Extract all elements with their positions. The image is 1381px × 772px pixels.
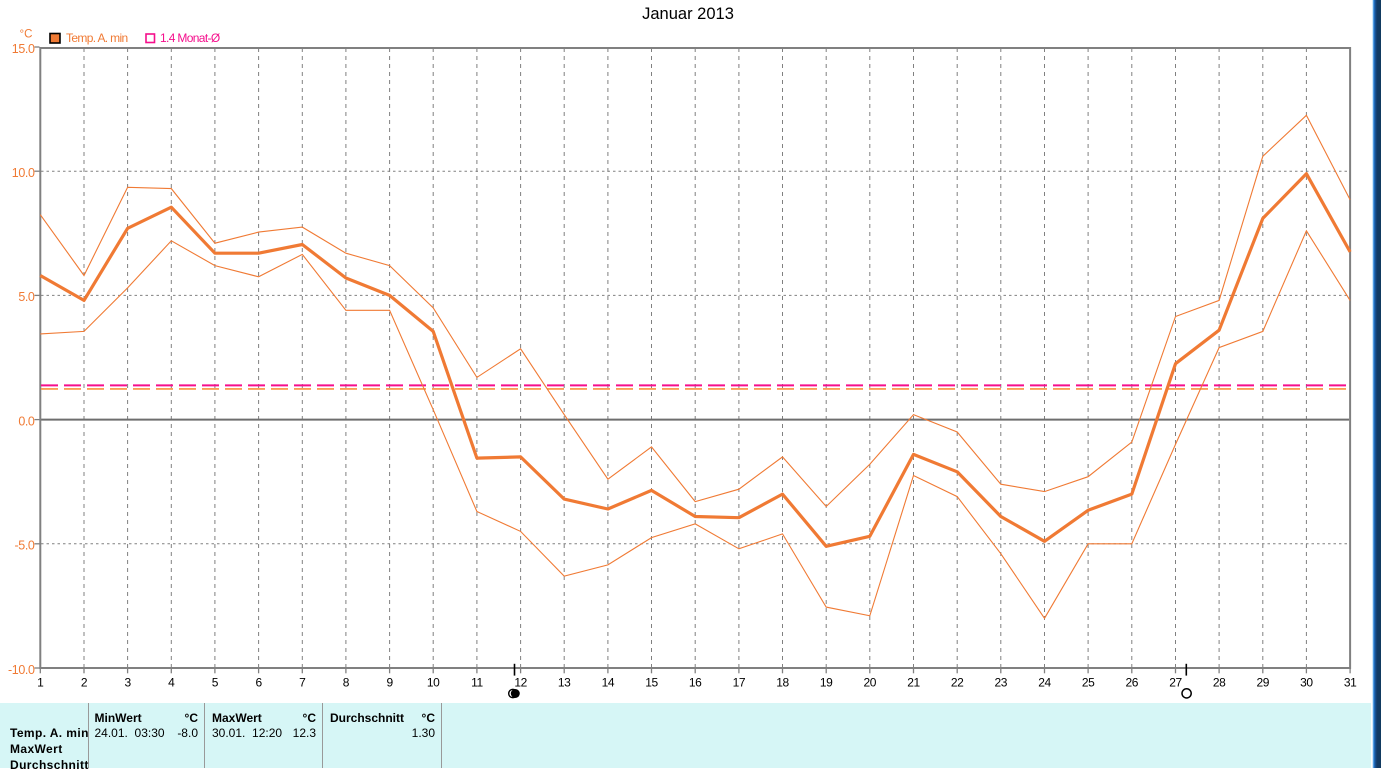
svg-text:Januar 2013: Januar 2013 (642, 5, 734, 23)
svg-text:3: 3 (124, 675, 131, 689)
svg-text:11: 11 (471, 675, 483, 689)
svg-text:23: 23 (995, 675, 1008, 689)
svg-text:10.0: 10.0 (12, 166, 35, 180)
svg-text:20: 20 (864, 675, 877, 689)
svg-text:19: 19 (820, 675, 833, 689)
svg-text:7: 7 (299, 675, 306, 689)
svg-text:1.4 Monat-Ø: 1.4 Monat-Ø (160, 31, 220, 45)
svg-text:4: 4 (168, 675, 175, 689)
svg-text:17: 17 (733, 675, 746, 689)
svg-text:0.0: 0.0 (18, 414, 35, 428)
svg-text:12: 12 (514, 675, 527, 689)
svg-text:-10.0: -10.0 (8, 663, 35, 677)
svg-text:15: 15 (645, 675, 658, 689)
svg-text:24: 24 (1038, 675, 1051, 689)
svg-text:22: 22 (951, 675, 964, 689)
svg-text:Temp. A. min: Temp. A. min (66, 31, 128, 45)
svg-text:16: 16 (689, 675, 702, 689)
svg-text:30: 30 (1300, 675, 1313, 689)
svg-text:25: 25 (1082, 675, 1095, 689)
svg-text:18: 18 (776, 675, 789, 689)
svg-text:31: 31 (1344, 675, 1357, 689)
svg-text:6: 6 (255, 675, 262, 689)
svg-text:27: 27 (1169, 675, 1182, 689)
svg-text:-5.0: -5.0 (15, 539, 35, 553)
svg-text:21: 21 (907, 675, 920, 689)
svg-text:5.0: 5.0 (18, 290, 35, 304)
svg-text:26: 26 (1126, 675, 1139, 689)
svg-text:1: 1 (37, 675, 44, 689)
svg-text:29: 29 (1257, 675, 1270, 689)
svg-text:5: 5 (212, 675, 219, 689)
svg-text:2: 2 (81, 675, 88, 689)
svg-text:14: 14 (602, 675, 615, 689)
svg-text:10: 10 (427, 675, 440, 689)
svg-text:9: 9 (386, 675, 393, 689)
svg-text:13: 13 (558, 675, 571, 689)
svg-text:28: 28 (1213, 675, 1226, 689)
svg-text:15.0: 15.0 (12, 42, 35, 56)
svg-text:°C: °C (20, 29, 33, 41)
svg-text:8: 8 (343, 675, 350, 689)
